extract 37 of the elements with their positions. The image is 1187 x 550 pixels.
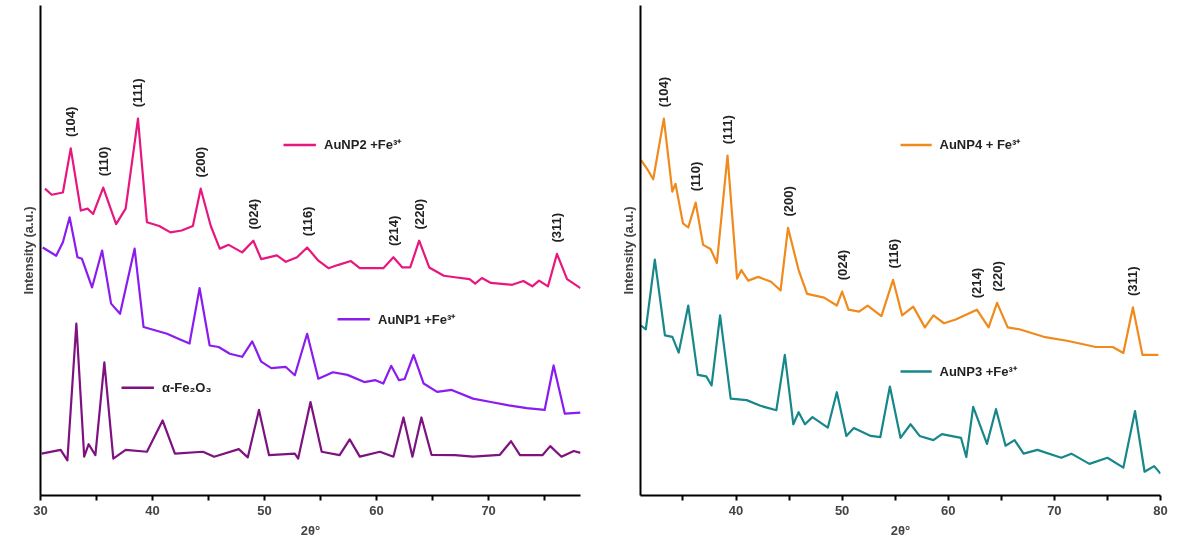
annotation: (220) (411, 199, 427, 230)
annotation: (214) (969, 268, 985, 299)
x-tick-label: 70 (481, 502, 496, 518)
annotation: (104) (656, 76, 672, 108)
annotation: (311) (1125, 266, 1141, 297)
x-axis-title: 2θ° (890, 522, 911, 538)
annotation: (311) (549, 212, 565, 243)
x-tick-label: 60 (941, 502, 956, 518)
y-axis-title: Intensity (a.u.) (620, 206, 636, 295)
x-tick-label: 30 (33, 502, 48, 518)
legend-label: AuNP1 +Fe³⁺ (378, 311, 457, 327)
annotation: (200) (780, 186, 796, 217)
annotation: (116) (885, 238, 901, 269)
x-tick-label: 40 (145, 502, 160, 518)
annotation: (116) (299, 206, 315, 237)
legend-label: AuNP4 + Fe³⁺ (939, 137, 1022, 153)
x-tick-label: 60 (369, 502, 384, 518)
legend-label: AuNP2 +Fe³⁺ (324, 137, 403, 153)
annotation: (111) (130, 78, 146, 108)
x-axis-title: 2θ° (300, 522, 321, 538)
annotation: (111) (720, 115, 736, 145)
annotation: (110) (95, 146, 111, 177)
y-axis-title: Intensity (a.u.) (20, 206, 36, 295)
legend-label: AuNP3 +Fe³⁺ (939, 363, 1018, 379)
x-tick-label: 50 (834, 502, 850, 518)
annotation: (214) (385, 215, 401, 246)
x-tick-label: 80 (1153, 502, 1168, 518)
annotation: (110) (688, 161, 704, 192)
annotation: (024) (834, 249, 850, 281)
annotation: (200) (193, 147, 209, 178)
legend-label: α-Fe₂O₃ (162, 380, 212, 396)
x-tick-label: 40 (728, 502, 744, 518)
annotation: (220) (989, 261, 1005, 292)
x-tick-label: 70 (1047, 502, 1062, 518)
annotation: (024) (245, 199, 261, 230)
x-tick-label: 50 (257, 502, 272, 518)
annotation: (104) (63, 106, 79, 138)
